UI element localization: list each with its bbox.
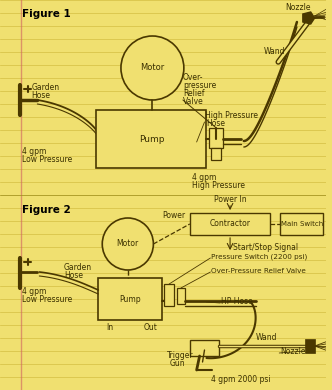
Text: Main Switch: Main Switch [281,221,323,227]
Bar [190,340,219,356]
Text: Trigger: Trigger [167,351,194,360]
Text: Garden: Garden [32,83,59,92]
Polygon shape [303,12,315,24]
Text: High Pressure: High Pressure [192,181,245,190]
Text: Hose: Hose [32,92,50,101]
Text: Valve: Valve [183,98,204,106]
Bar [96,110,207,168]
Text: Nozzle: Nozzle [285,4,311,12]
Text: Hose: Hose [64,271,83,280]
Bar [280,213,323,235]
Bar [190,213,270,235]
Text: Contractor: Contractor [209,220,251,229]
Text: 4 gpm 2000 psi: 4 gpm 2000 psi [211,376,271,385]
Bar [98,278,162,320]
Text: Start/Stop Signal: Start/Stop Signal [233,243,298,252]
Bar [164,284,174,306]
Text: Figure 1: Figure 1 [22,9,70,19]
Text: In: In [107,323,114,333]
Text: Wand: Wand [256,333,277,342]
Text: Over-: Over- [183,73,204,83]
Text: Wand: Wand [264,48,285,57]
Text: pressure: pressure [183,82,216,90]
Text: Motor: Motor [140,64,165,73]
Bar [209,128,223,148]
Text: Pump: Pump [139,135,164,144]
Text: Out: Out [143,323,157,333]
Text: Figure 2: Figure 2 [22,205,70,215]
Text: Motor: Motor [117,239,139,248]
Text: Relief: Relief [183,89,205,99]
Circle shape [102,218,153,270]
Text: 4 gpm: 4 gpm [22,287,46,296]
Text: Garden: Garden [64,264,92,273]
Text: High Pressure: High Pressure [205,112,258,121]
Bar [305,339,315,353]
Text: Low Pressure: Low Pressure [22,156,72,165]
Text: Hose: Hose [207,119,225,128]
Circle shape [121,36,184,100]
Text: Pressure Switch (2200 psi): Pressure Switch (2200 psi) [211,254,308,260]
Text: Low Pressure: Low Pressure [22,296,72,305]
Text: Nozzle: Nozzle [280,347,306,356]
Bar [177,288,185,304]
Text: Power In: Power In [214,195,246,204]
Text: Power: Power [162,211,185,220]
Text: HP Hose: HP Hose [221,298,253,307]
Text: Gun: Gun [170,360,186,369]
Text: Over-Pressure Relief Valve: Over-Pressure Relief Valve [211,268,306,274]
Bar [211,148,221,160]
Text: 4 gpm: 4 gpm [22,147,46,156]
Text: 4 gpm: 4 gpm [192,174,216,183]
Text: Pump: Pump [120,294,141,303]
